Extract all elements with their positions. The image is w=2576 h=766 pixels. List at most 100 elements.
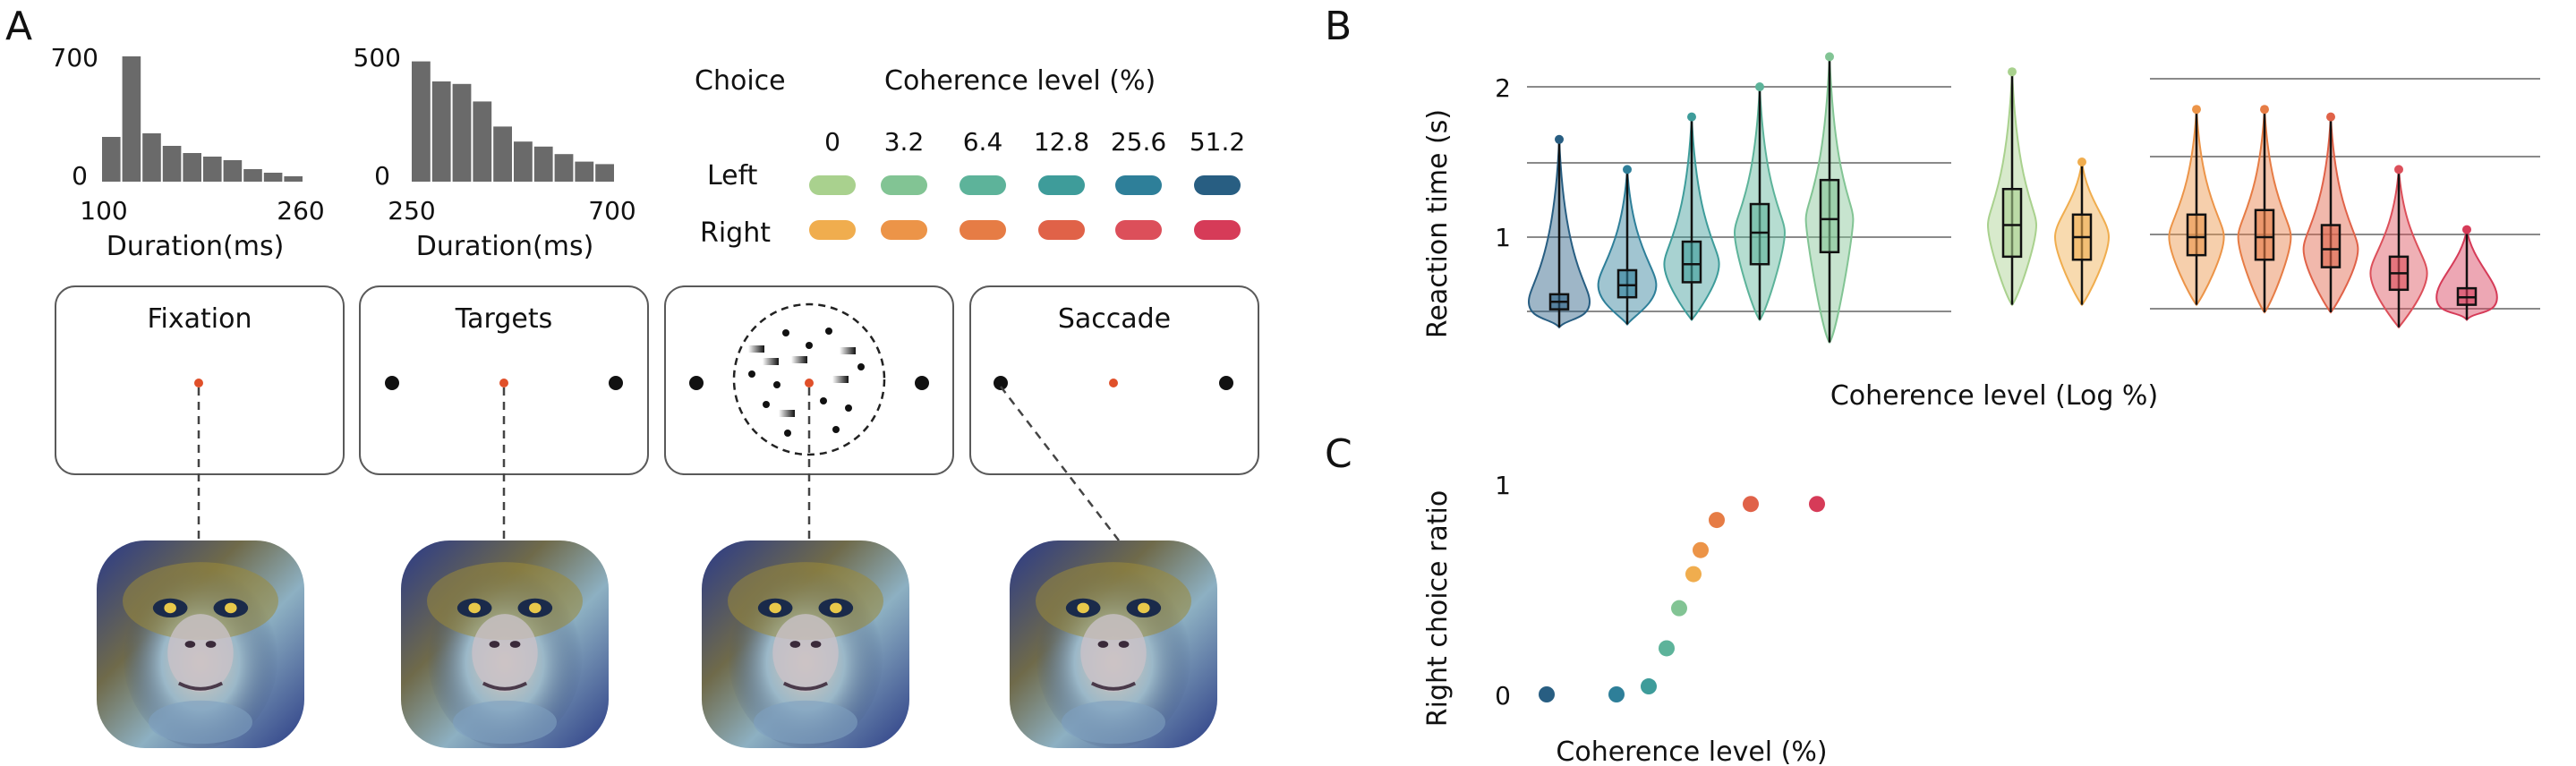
violins bbox=[1527, 52, 2498, 345]
legend-swatch-right bbox=[1194, 220, 1241, 240]
legend-swatch-left bbox=[881, 175, 927, 195]
violin-outlier bbox=[1555, 134, 1564, 144]
legend-swatch-right bbox=[809, 220, 856, 240]
motion-dot bbox=[763, 401, 770, 408]
violin-box bbox=[2001, 187, 2023, 259]
scatter-point bbox=[1659, 640, 1675, 657]
dot-aperture bbox=[732, 302, 886, 456]
fixation-point bbox=[499, 379, 508, 387]
legend-swatch-right bbox=[1038, 220, 1085, 240]
motion-dot bbox=[779, 410, 795, 417]
legend-level-label: 12.8 bbox=[1034, 127, 1089, 157]
scatter-point bbox=[1641, 678, 1657, 695]
violin-outlier bbox=[2260, 105, 2269, 115]
legend-level-label: 6.4 bbox=[963, 127, 1003, 157]
hist1-ymin-label: 0 bbox=[72, 161, 88, 191]
choice-scatter-chart: Right choice ratio 1 0 Coherence level (… bbox=[1422, 471, 1828, 766]
violin-box bbox=[2254, 209, 2275, 261]
histogram-bar bbox=[223, 160, 243, 182]
hist1-bars bbox=[102, 56, 303, 182]
violin-outlier bbox=[1687, 112, 1696, 122]
histogram-bar bbox=[533, 146, 553, 182]
right-target bbox=[1219, 376, 1233, 390]
histogram-bar bbox=[595, 164, 614, 182]
motion-dot bbox=[784, 430, 791, 437]
histogram-bar bbox=[554, 154, 574, 182]
scatter-xlabel: Coherence level (%) bbox=[1556, 736, 1827, 766]
motion-dot bbox=[825, 328, 832, 335]
stage-targets-title: Targets bbox=[455, 303, 552, 335]
hist2-bars bbox=[412, 61, 614, 182]
hist1-ymax-label: 700 bbox=[51, 43, 98, 72]
histogram-bar bbox=[514, 141, 533, 182]
stage-saccade-title: Saccade bbox=[1058, 303, 1171, 335]
gaze-line-saccade bbox=[1000, 386, 1120, 541]
legend-swatch-right bbox=[881, 220, 927, 240]
legend-left-label: Left bbox=[707, 160, 758, 192]
scatter-points bbox=[1539, 496, 1825, 702]
motion-dot bbox=[748, 370, 755, 378]
monkey-image-3 bbox=[702, 540, 909, 748]
violin-outlier bbox=[2394, 165, 2403, 174]
hist2-ymax-label: 500 bbox=[354, 43, 401, 72]
violin-outlier bbox=[1755, 82, 1764, 91]
violin-xlabel: Coherence level (Log %) bbox=[1830, 380, 2158, 412]
scatter-point bbox=[1693, 541, 1709, 558]
motion-dot bbox=[763, 358, 779, 365]
histogram-bar bbox=[284, 176, 303, 182]
histogram-bar bbox=[431, 81, 451, 182]
motion-dot bbox=[832, 376, 849, 383]
legend-swatch-right bbox=[960, 220, 1006, 240]
histogram-1: 700 0 100 260 Duration(ms) bbox=[51, 43, 325, 262]
violin-ytick-2: 2 bbox=[1495, 73, 1511, 103]
scatter-point bbox=[1539, 686, 1555, 702]
legend-swatch-left bbox=[1115, 175, 1162, 195]
scatter-point bbox=[1809, 496, 1825, 513]
scatter-point bbox=[1743, 496, 1759, 513]
violin-chart: Reaction time (s) 2 1 Coherence level (L… bbox=[1422, 52, 2540, 412]
scatter-point bbox=[1671, 600, 1687, 617]
left-target bbox=[689, 376, 704, 390]
legend-swatch-right bbox=[1115, 220, 1162, 240]
stage-targets: Targets bbox=[359, 285, 649, 475]
fixation-point bbox=[1109, 379, 1118, 387]
histogram-bar bbox=[162, 146, 182, 182]
fixation-point bbox=[194, 379, 203, 387]
motion-dot bbox=[820, 397, 827, 404]
violin-outlier bbox=[1825, 52, 1834, 62]
hist2-xmax-label: 700 bbox=[588, 196, 635, 226]
right-target bbox=[915, 376, 929, 390]
legend-choice-title: Choice bbox=[695, 65, 786, 97]
motion-dot bbox=[791, 356, 807, 363]
legend-swatch-left bbox=[1038, 175, 1085, 195]
motion-dot bbox=[806, 342, 813, 349]
motion-dot bbox=[845, 404, 852, 412]
motion-dot bbox=[748, 345, 764, 353]
panel-label-c: C bbox=[1325, 431, 1352, 477]
fixation-point bbox=[805, 379, 814, 387]
violin-outlier bbox=[2326, 112, 2335, 122]
monkey-image-2 bbox=[401, 540, 609, 748]
scatter-point bbox=[1608, 686, 1625, 702]
legend-swatch-left bbox=[1194, 175, 1241, 195]
left-target bbox=[385, 376, 399, 390]
violin-box bbox=[1749, 202, 1770, 266]
left-target bbox=[994, 376, 1008, 390]
motion-dot bbox=[857, 363, 865, 370]
histogram-bar bbox=[493, 126, 512, 182]
legend-level-label: 25.6 bbox=[1111, 127, 1166, 157]
violin-outlier bbox=[2192, 105, 2201, 115]
coherence-legend: Choice Coherence level (%) Left Right 0 3… bbox=[695, 65, 1245, 249]
panel-label-b: B bbox=[1325, 4, 1352, 49]
random-dots bbox=[748, 328, 865, 437]
motion-dot bbox=[832, 426, 840, 433]
hist2-xlabel: Duration(ms) bbox=[416, 231, 594, 262]
histogram-bar bbox=[263, 173, 283, 182]
scatter-point bbox=[1685, 566, 1702, 583]
violin-box bbox=[2186, 213, 2207, 257]
legend-level-label: 51.2 bbox=[1190, 127, 1245, 157]
violin-outlier bbox=[2462, 225, 2471, 234]
hist1-xmin-label: 100 bbox=[80, 196, 127, 226]
histogram-bar bbox=[122, 56, 141, 182]
violin-outlier bbox=[1623, 165, 1632, 174]
